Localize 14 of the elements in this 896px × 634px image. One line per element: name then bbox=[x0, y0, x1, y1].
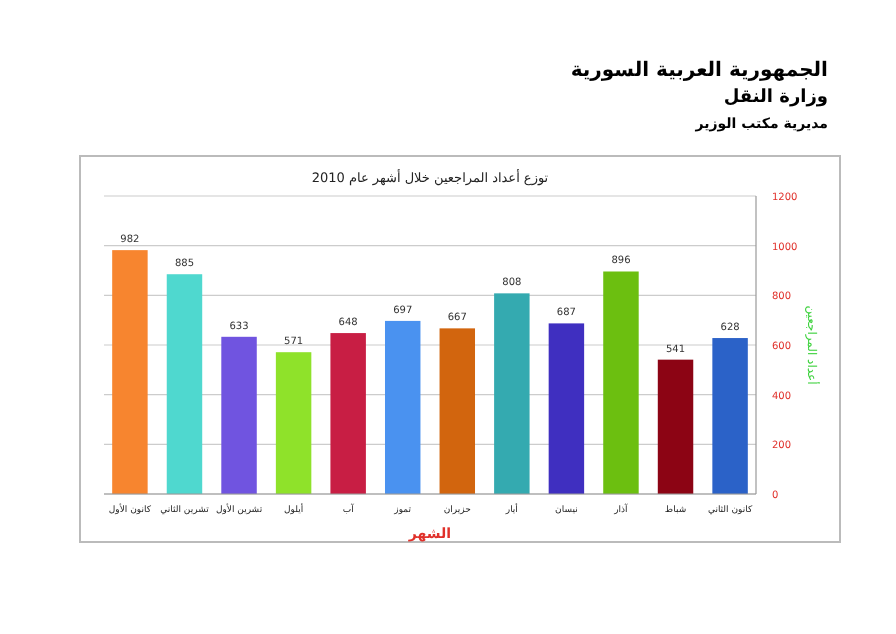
bar bbox=[384, 320, 421, 494]
bar bbox=[494, 293, 530, 494]
bar bbox=[603, 271, 639, 494]
bar bbox=[657, 359, 694, 494]
bar bbox=[166, 274, 203, 494]
bar bbox=[221, 336, 257, 494]
bar bbox=[712, 338, 748, 494]
bar bbox=[330, 333, 366, 494]
bar bbox=[112, 250, 148, 494]
bar bbox=[439, 328, 476, 494]
bar bbox=[275, 352, 312, 494]
bar bbox=[548, 323, 585, 494]
text: الجمهورية العربية السورية bbox=[570, 60, 828, 82]
text: وزارة النقل bbox=[723, 88, 828, 108]
